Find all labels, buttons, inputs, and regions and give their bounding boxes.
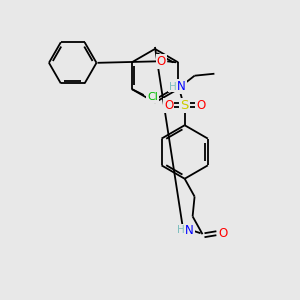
Text: O: O <box>164 99 173 112</box>
Text: O: O <box>219 227 228 240</box>
Text: H: H <box>169 82 177 92</box>
Text: O: O <box>157 55 166 68</box>
Text: O: O <box>196 99 205 112</box>
Text: N: N <box>177 80 186 93</box>
Text: N: N <box>185 224 194 237</box>
Text: Cl: Cl <box>147 92 158 102</box>
Text: H: H <box>177 225 184 235</box>
Text: S: S <box>181 99 189 112</box>
